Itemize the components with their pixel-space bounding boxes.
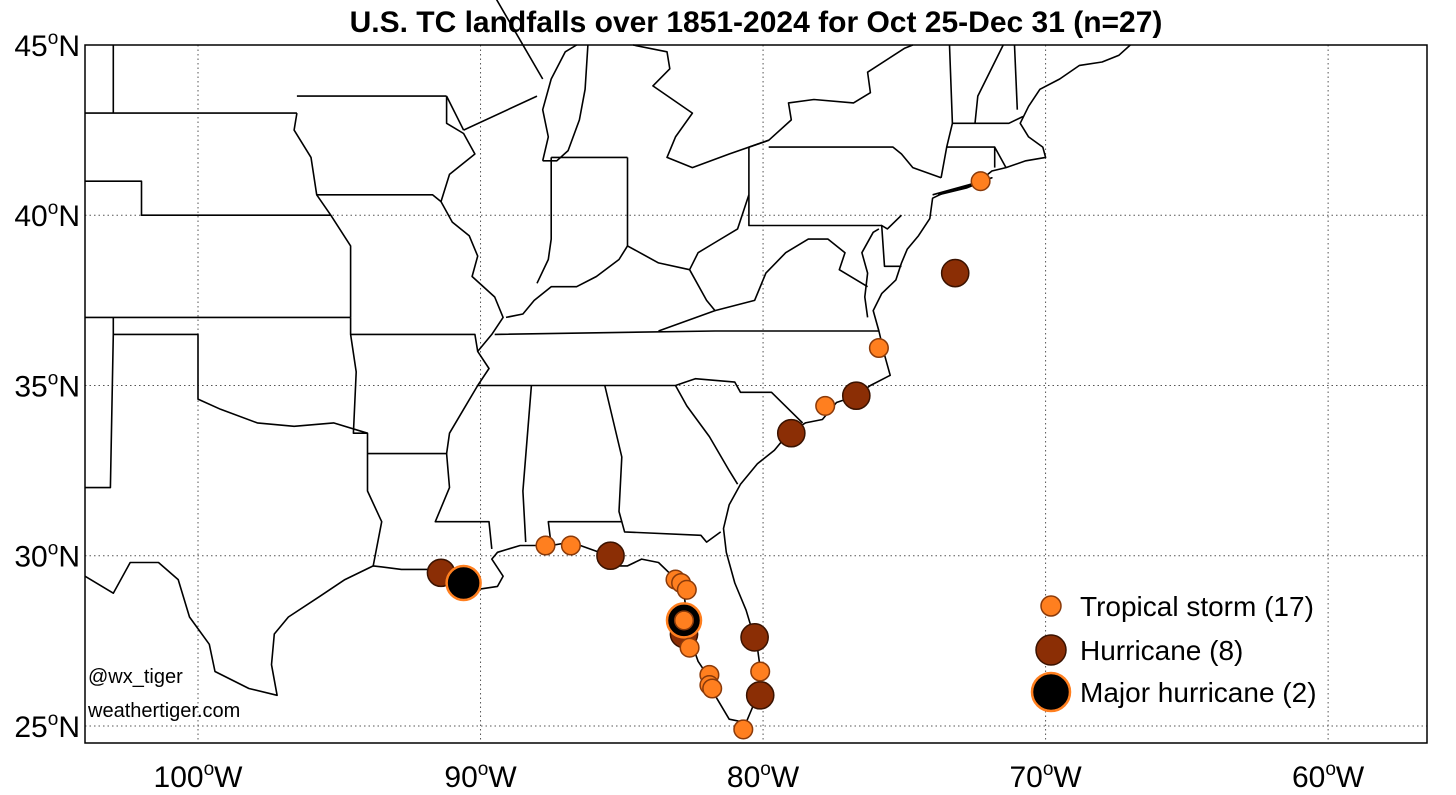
landfall-marker-hurricane bbox=[596, 541, 625, 571]
boundary-line bbox=[349, 317, 383, 567]
boundary-line bbox=[932, 177, 993, 196]
landfall-marker-hurricane bbox=[776, 418, 806, 448]
lat-tick-label: 40oN bbox=[14, 198, 80, 233]
boundary-line bbox=[85, 180, 331, 216]
landfall-marker-tropical-storm bbox=[815, 395, 836, 416]
landfall-marker-tropical-storm bbox=[560, 535, 581, 556]
boundary-line bbox=[861, 228, 880, 318]
boundary-line bbox=[495, 0, 544, 80]
lon-tick-label: 100oW bbox=[154, 759, 244, 794]
legend-hurricane-symbol bbox=[1035, 634, 1067, 666]
legend-major-hurricane-label: Major hurricane (2) bbox=[1080, 677, 1317, 708]
landfall-marker-tropical-storm bbox=[673, 610, 695, 631]
axis-tick-labels: 25oN 30oN 35oN 40oN 45oN 100oW 90oW 80oW 70oW 60o… bbox=[14, 28, 1365, 794]
boundary-line bbox=[880, 214, 903, 268]
boundary-line bbox=[542, 44, 589, 162]
boundary-line bbox=[946, 146, 1007, 168]
boundary-line bbox=[940, 44, 954, 178]
boundary-line bbox=[85, 334, 115, 489]
landfall-marker-tropical-storm bbox=[868, 337, 889, 359]
map-frame bbox=[84, 44, 1428, 744]
boundary-line bbox=[748, 139, 769, 148]
boundary-line bbox=[632, 44, 914, 169]
boundary-line bbox=[547, 385, 623, 546]
boundary-line bbox=[974, 44, 1004, 124]
boundary-line bbox=[541, 44, 578, 161]
legend: Tropical storm (17) Hurricane (8) Major … bbox=[1030, 591, 1317, 713]
landfall-marker-tropical-storm bbox=[750, 661, 771, 682]
map-title: U.S. TC landfalls over 1851-2024 for Oct… bbox=[350, 6, 1163, 39]
boundary-line bbox=[494, 330, 879, 336]
landfall-marker-hurricane bbox=[740, 623, 769, 652]
boundary-line bbox=[445, 95, 465, 131]
landfall-marker-major-hurricane bbox=[445, 564, 482, 602]
boundary-line bbox=[748, 147, 882, 227]
credit-handle: @wx_tiger bbox=[88, 666, 183, 688]
lat-tick-label: 30oN bbox=[14, 539, 80, 574]
legend-tropical-storm-symbol bbox=[1040, 595, 1062, 617]
boundary-line bbox=[674, 385, 739, 485]
lat-tick-label: 45oN bbox=[14, 28, 80, 63]
legend-hurricane-label: Hurricane (8) bbox=[1080, 635, 1243, 666]
landfall-marker-hurricane bbox=[745, 680, 775, 710]
boundary-line bbox=[463, 95, 538, 131]
landfall-marker-tropical-storm bbox=[676, 579, 697, 600]
landfall-marker-tropical-storm bbox=[679, 637, 700, 658]
boundary-line bbox=[367, 452, 493, 549]
boundary-line bbox=[477, 377, 804, 424]
landfall-marker-tropical-storm bbox=[733, 719, 754, 740]
lon-tick-label: 70oW bbox=[1009, 759, 1082, 794]
lat-tick-label: 35oN bbox=[14, 368, 80, 403]
legend-major-hurricane-symbol bbox=[1030, 671, 1072, 713]
boundary-line bbox=[505, 245, 716, 332]
boundary-line bbox=[952, 115, 1024, 125]
boundary-line bbox=[350, 333, 479, 352]
credit-website: weathertiger.com bbox=[87, 700, 240, 722]
state-boundaries bbox=[84, 0, 1131, 724]
boundary-line bbox=[293, 112, 442, 203]
boundary-line bbox=[112, 317, 368, 434]
boundary-line bbox=[536, 157, 552, 284]
legend-tropical-storm-label: Tropical storm (17) bbox=[1080, 591, 1314, 622]
boundary-line bbox=[440, 96, 504, 454]
landfall-marker-tropical-storm bbox=[535, 535, 556, 556]
boundary-line bbox=[714, 238, 869, 312]
boundary-line bbox=[688, 194, 750, 271]
landfall-marker-tropical-storm bbox=[702, 678, 723, 699]
landfall-marker-hurricane bbox=[940, 258, 970, 288]
lon-tick-label: 90oW bbox=[444, 759, 517, 794]
boundary-line bbox=[768, 146, 942, 179]
lon-tick-label: 80oW bbox=[727, 759, 800, 794]
boundary-line bbox=[1013, 44, 1019, 110]
landfall-marker-hurricane bbox=[841, 381, 871, 411]
landfall-marker-tropical-storm bbox=[970, 171, 991, 192]
boundary-line bbox=[621, 521, 722, 543]
landfall-markers bbox=[426, 171, 991, 740]
lat-tick-label: 25oN bbox=[14, 709, 80, 744]
lon-tick-label: 60oW bbox=[1292, 759, 1365, 794]
boundary-line bbox=[316, 194, 352, 318]
boundary-line bbox=[522, 385, 533, 543]
